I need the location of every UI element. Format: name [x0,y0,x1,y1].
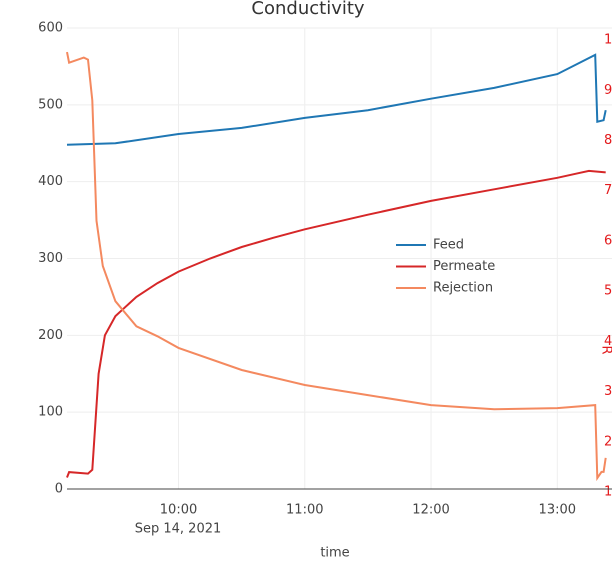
y2-tick-label: 2 [604,434,612,449]
x-tick-label: 11:00 [286,503,323,518]
y-tick-label: 600 [38,21,63,36]
y-tick-label: 100 [38,405,63,420]
y2-tick-label: 6 [604,233,612,248]
y-tick-label: 300 [38,251,63,266]
y-tick-label: 400 [38,174,63,189]
series-line [66,169,606,478]
y2-tick-label: 5 [604,284,612,299]
y2-tick-label: 7 [604,183,612,198]
x-date-label: Sep 14, 2021 [135,522,222,537]
y2-axis-title: R [599,345,612,354]
y-tick-label: 0 [55,482,63,497]
legend-label[interactable]: Feed [433,238,464,253]
series-line [66,51,607,482]
y-tick-label: 200 [38,328,63,343]
chart-title: Conductivity [251,0,364,19]
series-line [66,53,607,146]
y2-tick-label: 8 [604,133,612,148]
y2-tick-label: 9 [604,83,612,98]
legend-label[interactable]: Rejection [433,281,493,296]
x-tick-label: 13:00 [539,503,576,518]
y2-tick-label: 1 [604,485,612,500]
y2-tick-label: 4 [604,334,612,349]
x-axis-title: time [320,546,349,561]
y2-tick-label: 1 [604,33,612,48]
x-tick-label: 12:00 [412,503,449,518]
legend-label[interactable]: Permeate [433,259,495,274]
y-tick-label: 500 [38,97,63,112]
y2-tick-label: 3 [604,384,612,399]
x-tick-label: 10:00 [160,503,197,518]
